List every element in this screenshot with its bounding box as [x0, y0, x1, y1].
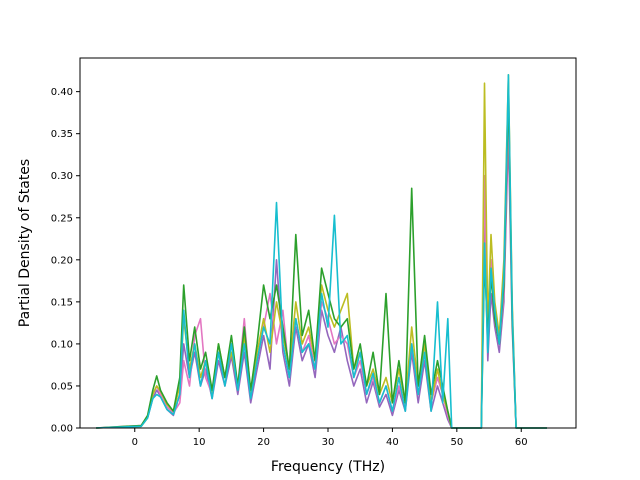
- x-axis-title: Frequency (THz): [271, 459, 385, 475]
- y-tick-label: 0.00: [51, 424, 73, 435]
- y-tick-label: 0.10: [51, 339, 73, 350]
- x-tick-label: 20: [257, 437, 270, 448]
- x-tick-label: 30: [322, 437, 335, 448]
- x-tick-label: 0: [132, 437, 138, 448]
- y-tick-label: 0.15: [51, 297, 73, 308]
- y-tick-label: 0.25: [51, 213, 73, 224]
- x-tick-label: 10: [193, 437, 206, 448]
- y-tick-label: 0.35: [51, 129, 73, 140]
- x-tick-label: 60: [515, 437, 528, 448]
- x-tick-label: 50: [450, 437, 463, 448]
- y-axis-ticks: 0.00 0.05 0.10 0.15 0.20 0.25 0.30 0.35 0.40: [51, 87, 80, 435]
- y-tick-label: 0.05: [51, 381, 73, 392]
- y-axis-title: Partial Density of States: [17, 159, 33, 327]
- y-tick-label: 0.20: [51, 255, 73, 266]
- x-tick-label: 40: [386, 437, 399, 448]
- y-tick-label: 0.40: [51, 87, 73, 98]
- x-axis-ticks: 0 10 20 30 40 50 60: [132, 428, 528, 448]
- y-tick-label: 0.30: [51, 171, 73, 182]
